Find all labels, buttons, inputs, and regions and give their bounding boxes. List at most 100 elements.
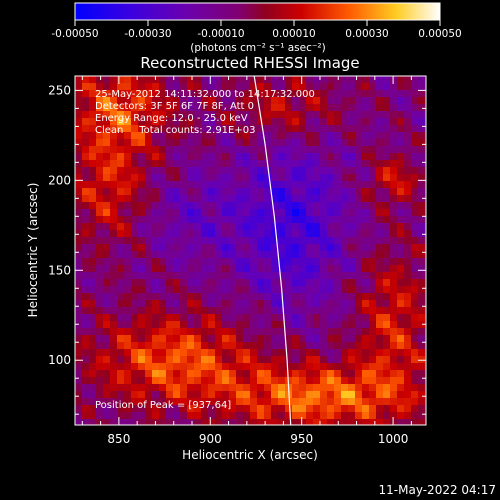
heatmap-cell — [397, 328, 405, 336]
heatmap-cell — [103, 90, 111, 98]
heatmap-cell — [138, 279, 146, 287]
heatmap-cell — [369, 412, 377, 420]
heatmap-cell — [257, 405, 265, 413]
heatmap-cell — [418, 237, 426, 245]
heatmap-cell — [187, 104, 195, 112]
heatmap-cell — [299, 279, 307, 287]
heatmap-cell — [285, 363, 293, 371]
heatmap-cell — [103, 279, 111, 287]
heatmap-cell — [131, 419, 139, 425]
heatmap-cell — [292, 377, 300, 385]
heatmap-cell — [243, 237, 251, 245]
heatmap-cell — [264, 286, 272, 294]
heatmap-cell — [201, 419, 209, 425]
heatmap-cell — [124, 83, 132, 91]
heatmap-cell — [271, 335, 279, 343]
heatmap-cell — [264, 391, 272, 399]
heatmap-cell — [89, 90, 97, 98]
heatmap-cell — [418, 398, 426, 406]
heatmap-cell — [145, 335, 153, 343]
heatmap-cell — [341, 349, 349, 357]
heatmap-cell — [306, 188, 314, 196]
heatmap-cell — [285, 83, 293, 91]
heatmap-cell — [271, 293, 279, 301]
heatmap-cell — [355, 314, 363, 322]
heatmap-cell — [418, 412, 426, 420]
heatmap-cell — [320, 384, 328, 392]
heatmap-cell — [397, 111, 405, 119]
heatmap-cell — [411, 118, 419, 126]
heatmap-cell — [215, 139, 223, 147]
heatmap-cell — [208, 265, 216, 273]
heatmap-cell — [306, 370, 314, 378]
heatmap-cell — [187, 230, 195, 238]
heatmap-cell — [215, 377, 223, 385]
heatmap-cell — [355, 349, 363, 357]
heatmap-cell — [243, 391, 251, 399]
heatmap-cell — [292, 195, 300, 203]
heatmap-cell — [418, 76, 426, 84]
heatmap-cell — [103, 300, 111, 308]
heatmap-cell — [173, 384, 181, 392]
heatmap-cell — [75, 111, 83, 119]
heatmap-cell — [397, 76, 405, 84]
heatmap-cell — [138, 398, 146, 406]
heatmap-cell — [418, 265, 426, 273]
heatmap-cell — [376, 321, 384, 329]
heatmap-cell — [334, 377, 342, 385]
heatmap-cell — [138, 153, 146, 161]
heatmap-cell — [320, 342, 328, 350]
heatmap-cell — [306, 272, 314, 280]
heatmap-cell — [292, 258, 300, 266]
heatmap-cell — [376, 300, 384, 308]
heatmap-cell — [299, 181, 307, 189]
heatmap-cell — [75, 314, 83, 322]
heatmap-cell — [243, 349, 251, 357]
heatmap-cell — [82, 174, 90, 182]
heatmap-cell — [201, 153, 209, 161]
heatmap-cell — [208, 202, 216, 210]
heatmap-cell — [418, 174, 426, 182]
heatmap-cell — [131, 83, 139, 91]
heatmap-cell — [138, 335, 146, 343]
heatmap-cell — [194, 237, 202, 245]
heatmap-cell — [96, 293, 104, 301]
heatmap-cell — [229, 335, 237, 343]
heatmap-cell — [145, 384, 153, 392]
heatmap-cell — [236, 167, 244, 175]
heatmap-cell — [145, 398, 153, 406]
heatmap-cell — [250, 328, 258, 336]
heatmap-cell — [341, 342, 349, 350]
heatmap-cell — [376, 244, 384, 252]
heatmap-cell — [341, 258, 349, 266]
heatmap-cell — [313, 384, 321, 392]
heatmap-cell — [236, 83, 244, 91]
heatmap-cell — [264, 104, 272, 112]
heatmap-cell — [250, 90, 258, 98]
heatmap-cell — [390, 377, 398, 385]
heatmap-cell — [362, 90, 370, 98]
heatmap-cell — [327, 90, 335, 98]
heatmap-cell — [411, 181, 419, 189]
heatmap-cell — [201, 244, 209, 252]
heatmap-cell — [110, 363, 118, 371]
heatmap-cell — [243, 209, 251, 217]
heatmap-cell — [131, 167, 139, 175]
solar-limb-curve — [253, 76, 292, 425]
heatmap-cell — [411, 293, 419, 301]
heatmap-cell — [82, 132, 90, 140]
heatmap-cell — [229, 363, 237, 371]
heatmap-cell — [187, 209, 195, 217]
heatmap-cell — [75, 251, 83, 259]
heatmap-cell — [264, 223, 272, 231]
heatmap-cell — [110, 335, 118, 343]
heatmap-cell — [271, 258, 279, 266]
heatmap-cell — [306, 384, 314, 392]
heatmap-cell — [383, 356, 391, 364]
heatmap-cell — [138, 139, 146, 147]
heatmap-cell — [362, 300, 370, 308]
heatmap-cell — [82, 405, 90, 413]
heatmap-cell — [194, 244, 202, 252]
heatmap-cell — [166, 251, 174, 259]
heatmap-cell — [110, 384, 118, 392]
